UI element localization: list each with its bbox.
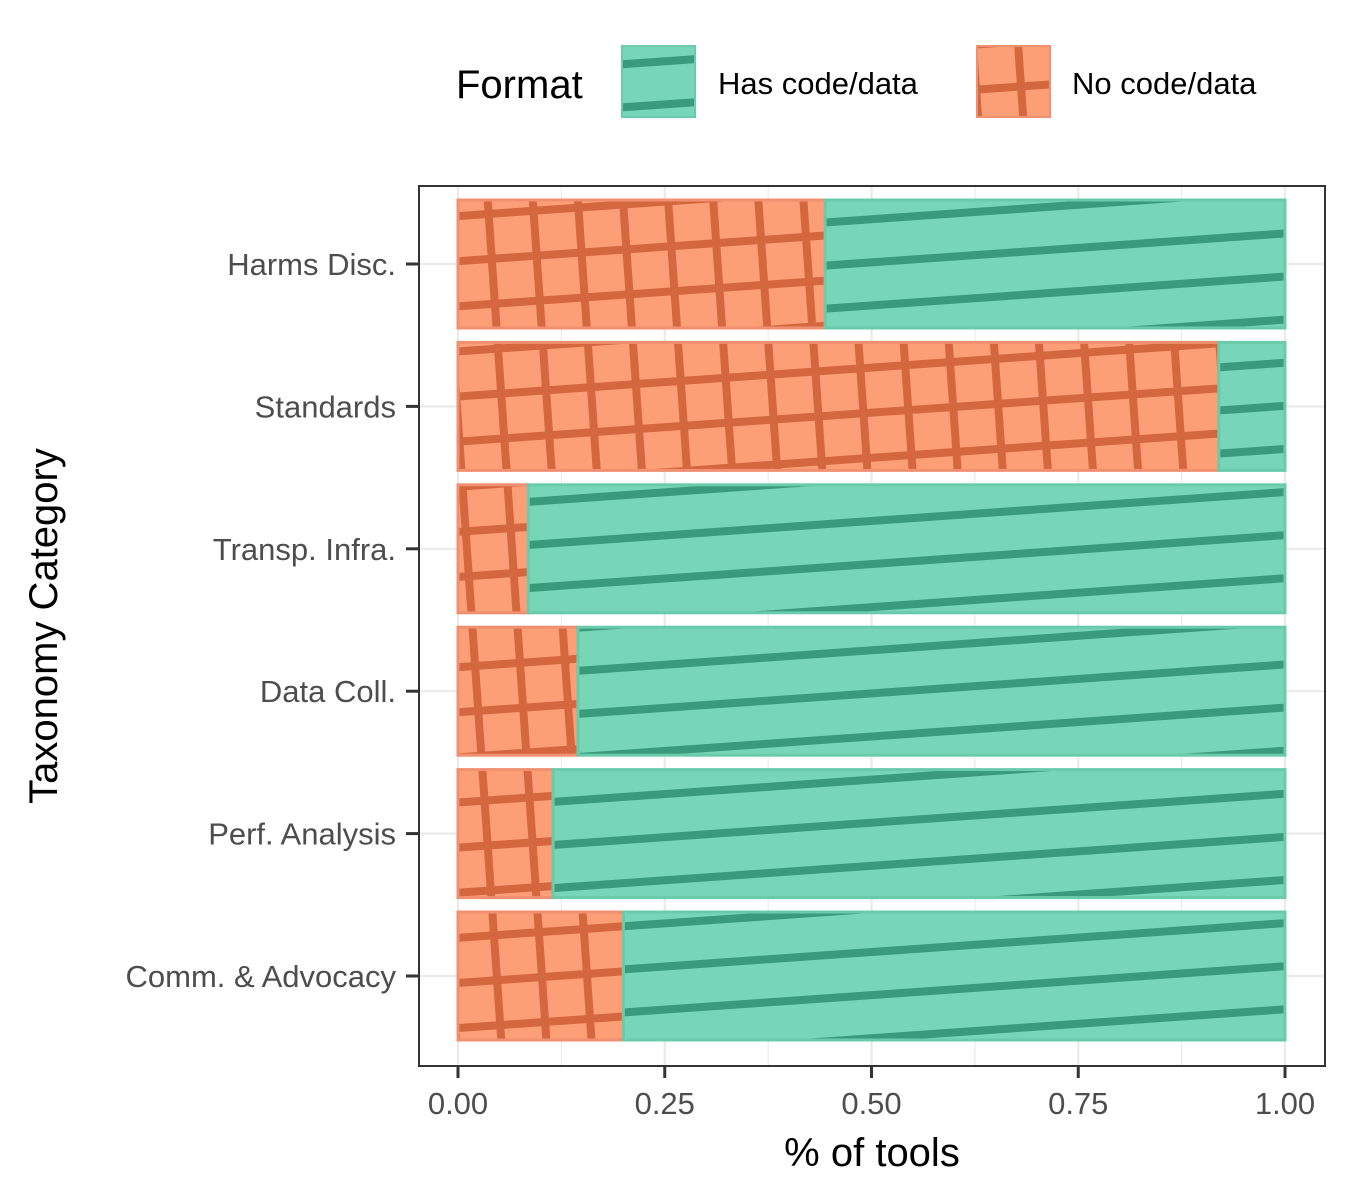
bar-no-code-data — [456, 483, 530, 615]
bar-has-code-data — [1217, 340, 1287, 472]
x-tick-label: 1.00 — [1255, 1086, 1315, 1121]
x-tick-label: 0.00 — [428, 1086, 488, 1121]
bar-no-code-data — [456, 910, 625, 1042]
y-tick-label: Perf. Analysis — [208, 817, 396, 852]
bar-no-code-data — [456, 768, 555, 900]
bar-has-code-data — [823, 198, 1287, 330]
legend-label-has-code-data: Has code/data — [718, 66, 919, 101]
y-axis: Harms Disc. Standards Transp. Infra. Data C… — [126, 247, 419, 994]
bar-has-code-data — [551, 768, 1287, 900]
x-tick-label: 0.50 — [841, 1086, 901, 1121]
y-tick-label: Transp. Infra. — [213, 532, 396, 567]
bar-has-code-data — [621, 910, 1287, 1042]
bar-has-code-data — [576, 625, 1287, 757]
bar-has-code-data — [526, 483, 1287, 615]
bar-no-code-data — [456, 340, 1221, 472]
legend-title: Format — [456, 63, 583, 107]
legend-label-no-code-data: No code/data — [1072, 66, 1257, 101]
y-tick-label: Data Coll. — [260, 674, 396, 709]
legend-key-no-code-data — [976, 45, 1051, 118]
y-tick-label: Standards — [255, 389, 396, 424]
legend: Format Has code/data No code/data — [456, 45, 1257, 118]
y-axis-title: Taxonomy Category — [22, 448, 66, 804]
plot-panel — [418, 185, 1326, 1067]
y-tick-label: Harms Disc. — [227, 247, 396, 282]
x-axis-title: % of tools — [784, 1131, 960, 1175]
bar-no-code-data — [456, 198, 827, 330]
x-tick-label: 0.75 — [1048, 1086, 1108, 1121]
x-tick-label: 0.25 — [635, 1086, 695, 1121]
legend-key-has-code-data — [621, 45, 696, 118]
y-tick-label: Comm. & Advocacy — [126, 959, 397, 994]
bar-no-code-data — [456, 625, 580, 757]
x-axis: 0.00 0.25 0.50 0.75 1.00 — [428, 1066, 1315, 1121]
bars — [456, 198, 1287, 1042]
